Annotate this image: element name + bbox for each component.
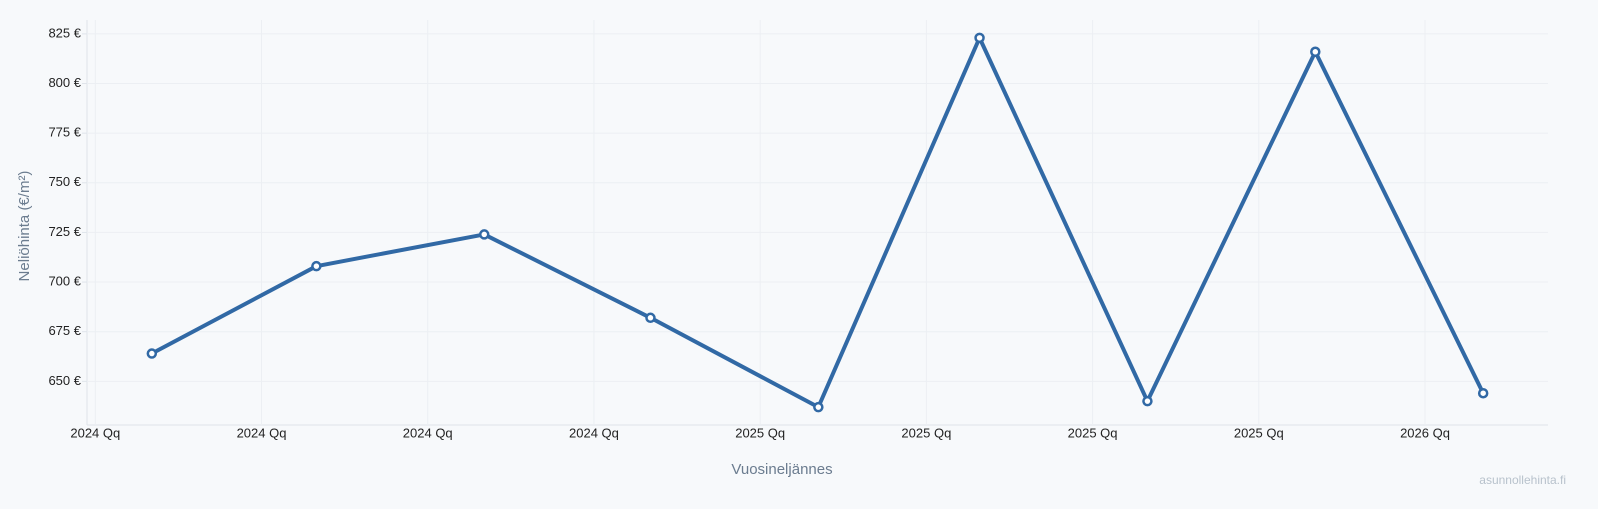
x-tick-label: 2024 Qq	[70, 425, 120, 440]
point	[478, 229, 490, 240]
x-tick-label: 2024 Qq	[237, 425, 287, 440]
watermark: asunnollehinta.fi	[1479, 473, 1566, 487]
y-tick-label: 750 €	[48, 174, 81, 189]
point	[1477, 387, 1489, 399]
point	[645, 312, 656, 324]
x-tick-label: 2024 Qq	[403, 425, 453, 440]
x-tick-label: 2025 Qq	[1234, 425, 1284, 440]
y-tick-label: 775 €	[48, 125, 81, 140]
y-tick-label: 650 €	[48, 373, 81, 388]
x-tick-label: 2026 Qq	[1400, 425, 1450, 440]
point	[1310, 46, 1321, 58]
x-tick-label: 2025 Qq	[1068, 425, 1118, 440]
point	[813, 401, 824, 413]
point	[1142, 395, 1153, 407]
point	[974, 32, 985, 44]
x-tick-label: 2025 Qq	[901, 425, 951, 440]
y-axis-label: Neliöhinta (€/m²)	[16, 171, 33, 282]
point	[311, 260, 322, 272]
x-tick-label: 2024 Qq	[569, 425, 619, 440]
x-axis-label: Vuosineljännes	[731, 461, 832, 478]
y-tick-label: 800 €	[48, 75, 81, 90]
y-tick-label: 725 €	[48, 224, 81, 239]
point	[146, 348, 158, 359]
y-tick-label: 700 €	[48, 273, 81, 288]
y-tick-label: 825 €	[48, 25, 81, 40]
x-tick-label: 2025 Qq	[735, 425, 785, 440]
y-tick-label: 675 €	[48, 323, 81, 338]
